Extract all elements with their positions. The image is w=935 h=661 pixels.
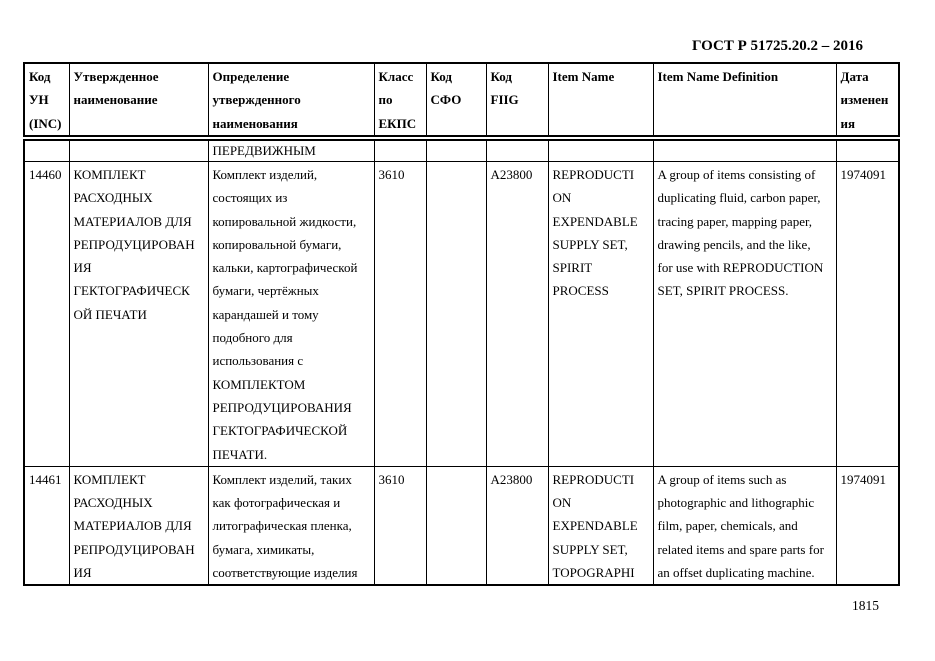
- cell-approved-name-definition: Комплект изделий, состоящих из копировал…: [207, 161, 375, 467]
- cell-fiig-code: A23800: [485, 161, 549, 467]
- cell-approved-name: КОМПЛЕКТ РАСХОДНЫХ МАТЕРИАЛОВ ДЛЯ РЕПРОД…: [68, 465, 209, 586]
- cell-inc-code: 14461: [23, 465, 70, 586]
- header-cell-item-name: Item Name: [547, 62, 654, 137]
- table-header: Код УН (INC) Утвержденное наименование О…: [23, 62, 900, 137]
- page-number: 1815: [852, 598, 879, 613]
- table-row: 14460 КОМПЛЕКТ РАСХОДНЫХ МАТЕРИАЛОВ ДЛЯ …: [23, 161, 900, 467]
- cell-change-date: 1974091: [835, 161, 900, 467]
- cell-item-name: REPRODUCTI ON EXPENDABLE SUPPLY SET, TOP…: [547, 465, 654, 586]
- cell-item-name-definition: A group of items such as photographic an…: [652, 465, 837, 586]
- cell-approved-name-definition: Комплект изделий, таких как фотографичес…: [207, 465, 375, 586]
- cell-item-name: [547, 139, 654, 162]
- header-cell-change-date: Дата изменен ия: [835, 62, 900, 137]
- cell-sfo-code: [425, 139, 487, 162]
- cell-ekps-class: 3610: [373, 161, 427, 467]
- header-cell-fiig-code: Код FIIG: [485, 62, 549, 137]
- header-cell-approved-name: Утвержденное наименование: [68, 62, 209, 137]
- header-row: Код УН (INC) Утвержденное наименование О…: [23, 62, 900, 137]
- cell-change-date: 1974091: [835, 465, 900, 586]
- cell-sfo-code: [425, 465, 487, 586]
- cell-item-name-definition: [652, 139, 837, 162]
- cell-ekps-class: 3610: [373, 465, 427, 586]
- header-cell-inc-code: Код УН (INC): [23, 62, 70, 137]
- table-row: 14461 КОМПЛЕКТ РАСХОДНЫХ МАТЕРИАЛОВ ДЛЯ …: [23, 465, 900, 586]
- cell-approved-name: [68, 139, 209, 162]
- cell-inc-code: 14460: [23, 161, 70, 467]
- cell-sfo-code: [425, 161, 487, 467]
- continuation-row: ПЕРЕДВИЖНЫМ: [23, 139, 900, 162]
- header-cell-approved-name-definition: Определение утвержденного наименования: [207, 62, 375, 137]
- cell-inc-code: [23, 139, 70, 162]
- document-title: ГОСТ Р 51725.20.2 – 2016: [691, 38, 863, 54]
- table-body: ПЕРЕДВИЖНЫМ 14460 КОМПЛЕКТ РАСХОДНЫХ МАТ…: [23, 139, 900, 587]
- cell-approved-name-definition: ПЕРЕДВИЖНЫМ: [207, 139, 375, 162]
- cell-ekps-class: [373, 139, 427, 162]
- header-cell-item-name-definition: Item Name Definition: [652, 62, 837, 137]
- cell-fiig-code: A23800: [485, 465, 549, 586]
- cell-item-name: REPRODUCTI ON EXPENDABLE SUPPLY SET, SPI…: [547, 161, 654, 467]
- cell-approved-name: КОМПЛЕКТ РАСХОДНЫХ МАТЕРИАЛОВ ДЛЯ РЕПРОД…: [68, 161, 209, 467]
- header-cell-ekps-class: Класс по ЕКПС: [373, 62, 427, 137]
- header-cell-sfo-code: Код СФО: [425, 62, 487, 137]
- cell-fiig-code: [485, 139, 549, 162]
- cell-item-name-definition: A group of items consisting of duplicati…: [652, 161, 837, 467]
- cell-change-date: [835, 139, 900, 162]
